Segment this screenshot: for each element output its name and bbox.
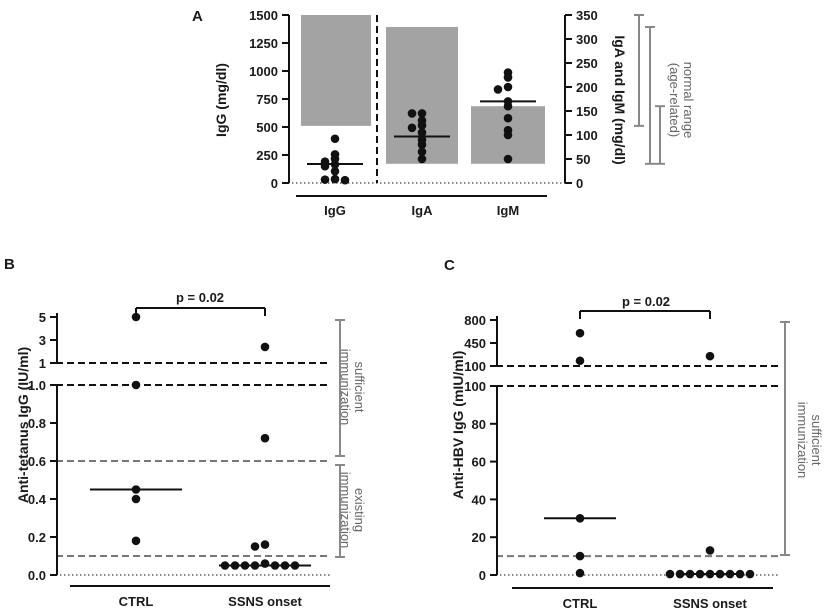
- c-point-ssns-onset: [705, 546, 715, 555]
- a-normal-range-box-igg: [301, 15, 371, 126]
- a-normal-range-label-2: (age-related): [667, 63, 682, 137]
- b-ylabel: Anti-tetanus IgG (IU/ml): [15, 347, 31, 503]
- c-y-tick-label: 40: [472, 492, 486, 507]
- a-left-tick-label: 1250: [249, 36, 278, 51]
- a-point-iga: [407, 123, 417, 133]
- a-category-label: IgM: [497, 203, 519, 218]
- a-left-tick-label: 0: [271, 176, 278, 191]
- b-bracket-label-existing-2: immunization: [338, 472, 353, 549]
- a-left-tick-label: 1500: [249, 8, 278, 23]
- c-y-tick-label: 100: [464, 359, 486, 374]
- c-y-tick-label: 450: [464, 336, 486, 351]
- a-right-tick-label: 200: [576, 80, 598, 95]
- a-point-iga: [417, 140, 427, 149]
- a-point-igg: [330, 166, 340, 176]
- c-y-tick-label: 0: [479, 568, 486, 583]
- b-y-tick-label: 5: [39, 310, 46, 325]
- a-right-tick-label: 250: [576, 56, 598, 71]
- b-category-label: CTRL: [119, 594, 154, 609]
- a-left-tick-label: 500: [256, 120, 278, 135]
- a-right-tick-label: 300: [576, 32, 598, 47]
- a-point-iga: [417, 121, 427, 130]
- b-point-ssns-onset: [260, 559, 270, 568]
- a-point-igg: [330, 134, 340, 144]
- c-y-tick-label: 80: [472, 417, 486, 432]
- a-category-label: IgG: [324, 203, 346, 218]
- c-ylabel: Anti-HBV IgG (mIU/ml): [450, 351, 466, 500]
- b-bracket-label-sufficient-2: immunization: [338, 349, 353, 426]
- a-point-igm: [503, 113, 513, 123]
- c-y-tick-label: 60: [472, 455, 486, 470]
- a-point-iga: [417, 128, 427, 137]
- panel-label-c: C: [444, 257, 455, 274]
- a-left-tick-label: 1000: [249, 64, 278, 79]
- c-point-ssns-onset: [705, 351, 715, 361]
- panel-label-b: B: [4, 256, 15, 273]
- a-point-iga: [407, 109, 417, 118]
- c-bracket-label-2: immunization: [795, 402, 810, 479]
- b-point-ctrl: [131, 494, 141, 504]
- a-normal-range-label-1: normal range: [681, 62, 696, 139]
- c-bracket-label-1: sufficient: [809, 414, 824, 465]
- a-point-igm: [503, 73, 513, 82]
- c-point-ctrl: [575, 356, 585, 366]
- a-right-tick-label: 100: [576, 128, 598, 143]
- c-point-ctrl: [575, 568, 585, 578]
- a-point-igm: [503, 154, 513, 164]
- b-y-tick-label: 1: [39, 356, 46, 371]
- a-right-tick-label: 50: [576, 152, 590, 167]
- a-right-tick-label: 350: [576, 8, 598, 23]
- a-point-iga: [417, 154, 427, 164]
- panel-label-a: A: [192, 8, 203, 25]
- b-y-tick-label: 3: [39, 333, 46, 348]
- b-y-tick-label: 0.2: [28, 530, 46, 545]
- c-p-value: p = 0.02: [622, 294, 670, 309]
- a-point-igm: [493, 85, 503, 94]
- b-p-value: p = 0.02: [176, 290, 224, 305]
- b-point-ctrl: [131, 380, 141, 390]
- a-point-igm: [503, 101, 513, 111]
- b-y-tick-label: 1.0: [28, 378, 46, 393]
- b-point-ssns-onset: [260, 540, 270, 549]
- c-y-tick-label: 20: [472, 530, 486, 545]
- a-point-igg: [340, 175, 350, 185]
- a-left-tick-label: 750: [256, 92, 278, 107]
- b-bracket-label-existing-1: existing: [352, 488, 367, 532]
- b-category-label: SSNS onset: [228, 594, 302, 609]
- a-point-igm: [503, 130, 513, 140]
- a-ylabel-left: IgG (mg/dl): [213, 63, 229, 137]
- c-category-label: SSNS onset: [673, 596, 747, 611]
- a-ylabel-right: IgA and IgM (mg/dl): [612, 35, 628, 164]
- a-right-tick-label: 0: [576, 176, 583, 191]
- c-point-ctrl: [575, 551, 585, 561]
- a-point-iga: [417, 147, 427, 157]
- c-y-tick-label: 800: [464, 313, 486, 328]
- c-y-tick-label: 100: [464, 379, 486, 394]
- b-point-ssns-onset: [260, 342, 270, 352]
- a-left-tick-label: 250: [256, 148, 278, 163]
- c-point-ssns-onset: [665, 569, 675, 579]
- b-point-ssns-onset: [250, 542, 260, 551]
- b-point-ssns-onset: [260, 433, 270, 443]
- c-category-label: CTRL: [563, 596, 598, 611]
- a-point-igg: [330, 174, 340, 184]
- a-point-igm: [503, 82, 513, 92]
- b-y-tick-label: 0.4: [28, 492, 47, 507]
- c-point-ctrl: [575, 328, 585, 338]
- b-point-ctrl: [131, 536, 141, 546]
- c-point-ssns-onset: [745, 569, 755, 579]
- b-y-tick-label: 0.8: [28, 416, 46, 431]
- b-y-tick-label: 0.0: [28, 568, 46, 583]
- b-y-tick-label: 0.6: [28, 454, 46, 469]
- a-point-iga: [417, 109, 427, 118]
- a-right-tick-label: 150: [576, 104, 598, 119]
- a-point-igg: [320, 175, 330, 184]
- a-category-label: IgA: [412, 203, 434, 218]
- b-bracket-label-sufficient-1: sufficient: [352, 361, 367, 412]
- b-point-ctrl: [131, 312, 141, 322]
